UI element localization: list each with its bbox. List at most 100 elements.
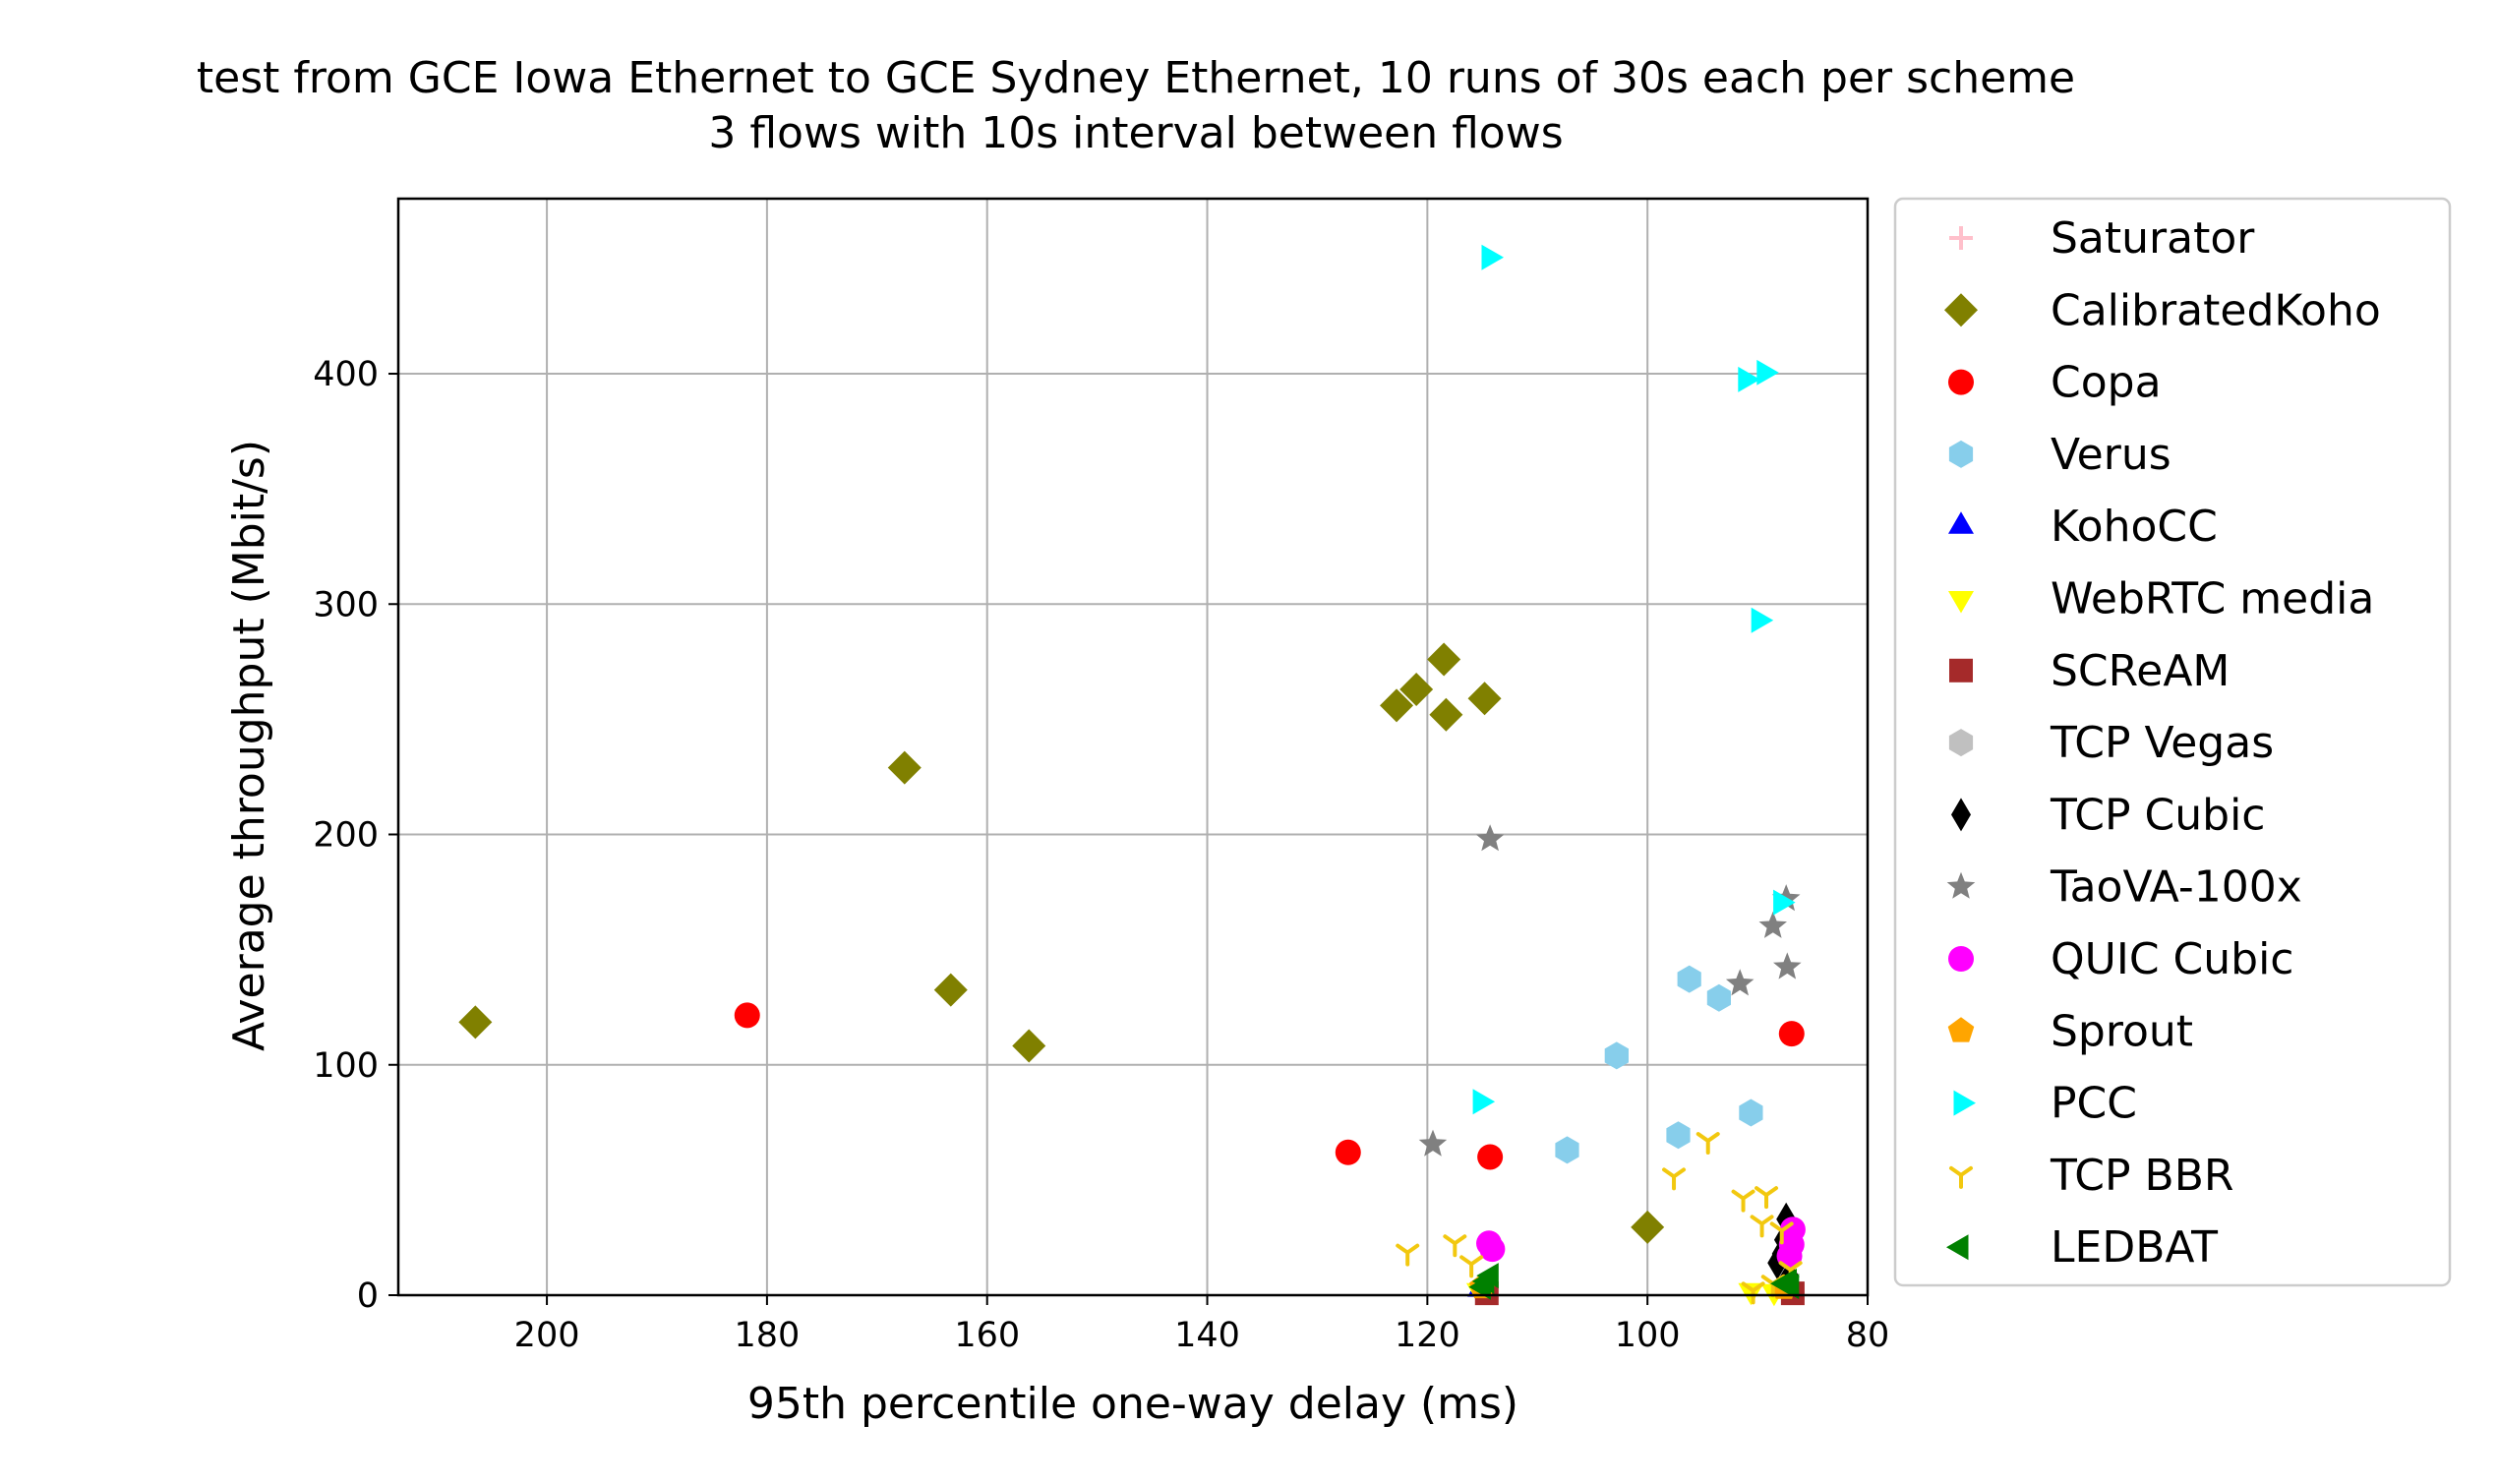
data-point-tcp-bbr xyxy=(1695,1132,1720,1156)
data-point-ledbat xyxy=(1476,1263,1499,1289)
legend-label: CalibratedKoho xyxy=(2051,285,2381,335)
legend-entries: Saturator CalibratedKoho Copa Verus KohoCC We… xyxy=(1944,213,2381,1273)
legend-marker-tcp-cubic xyxy=(1951,798,1971,832)
chart-title: test from GCE Iowa Ethernet to GCE Sydne… xyxy=(197,53,2075,103)
legend-label: Sprout xyxy=(2051,1006,2193,1056)
legend-marker-tcp-vegas xyxy=(1948,729,1974,757)
y-tick-label: 0 xyxy=(357,1276,379,1316)
data-point-tcp-bbr xyxy=(1769,1221,1794,1245)
legend-label: TCP Cubic xyxy=(2050,790,2266,840)
x-tick-label: 160 xyxy=(954,1316,1020,1355)
legend-label: SCReAM xyxy=(2051,646,2230,696)
data-point-tcp-bbr xyxy=(1662,1167,1687,1191)
legend-entry-kohocc: KohoCC xyxy=(1948,502,2218,552)
data-point-tcp-bbr xyxy=(1396,1243,1420,1267)
legend-label: LEDBAT xyxy=(2051,1222,2218,1273)
plot-area-frame xyxy=(396,197,1870,1297)
legend-label: Saturator xyxy=(2051,213,2255,264)
legend-entry-taova-100x: TaoVA-100x xyxy=(1946,862,2302,913)
x-tick-label: 180 xyxy=(734,1316,800,1355)
legend-marker-copa xyxy=(1948,369,1974,395)
series-calibratedkoho xyxy=(458,642,1665,1244)
data-point-ledbat xyxy=(1776,1274,1800,1300)
series-copa xyxy=(734,1002,1805,1170)
x-tick-label: 100 xyxy=(1615,1316,1681,1355)
legend-entry-copa: Copa xyxy=(1948,358,2162,408)
legend-entry-sprout: Sprout xyxy=(1947,1006,2193,1056)
legend-label: PCC xyxy=(2051,1079,2137,1129)
y-tick-label: 200 xyxy=(313,816,379,856)
data-point-copa xyxy=(1778,1021,1805,1047)
legend-label: Copa xyxy=(2051,358,2162,408)
data-point-verus xyxy=(1604,1041,1629,1070)
legend-marker-saturator xyxy=(1949,226,1973,250)
data-point-verus xyxy=(1666,1121,1691,1150)
legend-label: KohoCC xyxy=(2051,502,2218,552)
data-point-calibratedkoho xyxy=(887,750,922,785)
data-point-taova-100x xyxy=(1418,1129,1448,1157)
data-point-calibratedkoho xyxy=(1380,688,1414,723)
grid-lines xyxy=(398,199,1869,1296)
data-point-copa xyxy=(1477,1144,1504,1170)
legend-entry-pcc: PCC xyxy=(1953,1079,2137,1129)
data-point-calibratedkoho xyxy=(933,973,968,1007)
data-point-pcc xyxy=(1773,889,1796,916)
legend-entry-saturator: Saturator xyxy=(1949,213,2255,264)
legend-entry-tcp-vegas: TCP Vegas xyxy=(1948,718,2274,768)
legend-entry-tcp-cubic: TCP Cubic xyxy=(1951,790,2266,840)
data-point-calibratedkoho xyxy=(458,1005,493,1039)
data-point-copa xyxy=(734,1002,760,1029)
series-quic-cubic xyxy=(1476,1217,1806,1270)
data-point-pcc xyxy=(1751,607,1774,633)
data-point-taova-100x xyxy=(1475,824,1505,852)
data-point-verus xyxy=(1677,965,1701,993)
legend-entry-webrtc-media: WebRTC media xyxy=(1948,574,2374,624)
data-point-taova-100x xyxy=(1725,969,1755,996)
legend: Saturator CalibratedKoho Copa Verus KohoCC We… xyxy=(1893,197,2452,1287)
legend-entry-calibratedkoho: CalibratedKoho xyxy=(1944,285,2381,335)
legend-marker-kohocc xyxy=(1948,511,1974,534)
legend-label: TaoVA-100x xyxy=(2050,862,2302,913)
data-point-copa xyxy=(1335,1139,1361,1165)
data-point-tcp-bbr xyxy=(1755,1186,1779,1210)
data-point-tcp-bbr xyxy=(1750,1215,1774,1238)
series-verus xyxy=(1555,965,1763,1164)
y-tick-label: 300 xyxy=(313,585,379,624)
series-ledbat xyxy=(1468,1263,1800,1300)
data-point-calibratedkoho xyxy=(1467,682,1502,716)
x-axis-label: 95th percentile one-way delay (ms) xyxy=(747,1379,1518,1429)
series-tcp-bbr xyxy=(1396,1132,1803,1305)
data-point-calibratedkoho xyxy=(1631,1210,1665,1244)
data-point-verus xyxy=(1706,983,1731,1012)
legend-entry-ledbat: LEDBAT xyxy=(1946,1222,2218,1273)
legend-label: WebRTC media xyxy=(2051,574,2374,624)
x-tick-label: 80 xyxy=(1846,1316,1890,1355)
legend-marker-sprout xyxy=(1947,1017,1975,1042)
data-point-calibratedkoho xyxy=(1429,697,1463,732)
series-pcc xyxy=(1472,244,1796,1115)
y-axis-label: Average throughput (Mbit/s) xyxy=(224,440,274,1051)
y-tick-label: 400 xyxy=(313,355,379,394)
legend-box xyxy=(1893,197,2452,1287)
data-point-tcp-bbr xyxy=(1741,1281,1765,1305)
axis-ticks: 200 180 160 140 120 100 80 0 100 200 300 400 xyxy=(313,355,1889,1355)
data-point-pcc xyxy=(1481,244,1504,270)
data-point-pcc xyxy=(1738,366,1760,392)
data-point-taova-100x xyxy=(1773,952,1802,979)
legend-marker-pcc xyxy=(1953,1090,1976,1116)
data-points xyxy=(458,244,1806,1307)
x-tick-label: 140 xyxy=(1174,1316,1240,1355)
legend-entry-quic-cubic: QUIC Cubic xyxy=(1948,934,2293,984)
legend-entry-scream: SCReAM xyxy=(1949,646,2230,696)
legend-marker-calibratedkoho xyxy=(1944,293,1978,327)
legend-marker-ledbat xyxy=(1946,1234,1969,1261)
data-point-calibratedkoho xyxy=(1427,642,1461,677)
data-point-tcp-bbr xyxy=(1731,1189,1755,1213)
legend-label: Verus xyxy=(2051,430,2171,480)
legend-marker-scream xyxy=(1949,658,1973,683)
data-point-pcc xyxy=(1756,359,1779,386)
legend-entry-tcp-bbr: TCP BBR xyxy=(1949,1151,2233,1201)
data-point-tcp-bbr xyxy=(1459,1255,1484,1278)
